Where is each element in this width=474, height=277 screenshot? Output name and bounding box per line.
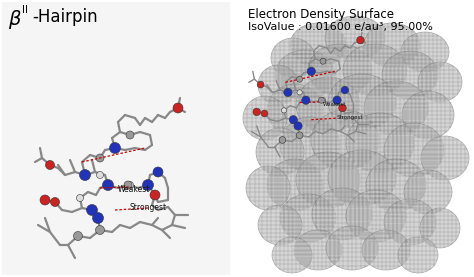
Ellipse shape: [311, 110, 379, 170]
Text: -Hairpin: -Hairpin: [32, 8, 98, 26]
Circle shape: [307, 67, 315, 75]
Ellipse shape: [346, 113, 414, 173]
Ellipse shape: [280, 117, 340, 173]
FancyBboxPatch shape: [2, 2, 230, 275]
Circle shape: [257, 81, 264, 88]
Circle shape: [339, 104, 346, 112]
Ellipse shape: [343, 44, 407, 96]
Ellipse shape: [296, 152, 360, 208]
Ellipse shape: [421, 136, 469, 180]
Ellipse shape: [402, 91, 454, 139]
Text: Strongest: Strongest: [130, 202, 167, 212]
Ellipse shape: [325, 16, 385, 60]
Ellipse shape: [258, 65, 298, 105]
Circle shape: [296, 132, 303, 139]
Circle shape: [319, 97, 324, 103]
Circle shape: [297, 90, 302, 95]
Circle shape: [357, 36, 364, 44]
Ellipse shape: [364, 81, 428, 135]
Ellipse shape: [398, 237, 438, 273]
Circle shape: [297, 76, 302, 82]
Ellipse shape: [362, 230, 410, 270]
Circle shape: [46, 160, 55, 170]
Ellipse shape: [382, 51, 438, 99]
Ellipse shape: [272, 237, 312, 273]
Circle shape: [173, 103, 183, 113]
Circle shape: [40, 195, 50, 205]
Text: IsoValue : 0.01600 e/au³, 95.00%: IsoValue : 0.01600 e/au³, 95.00%: [248, 22, 433, 32]
Circle shape: [302, 96, 310, 104]
Ellipse shape: [258, 205, 302, 245]
Ellipse shape: [312, 188, 372, 240]
Text: II: II: [22, 5, 28, 15]
Circle shape: [76, 194, 83, 201]
Ellipse shape: [308, 44, 372, 96]
Circle shape: [95, 225, 104, 235]
Circle shape: [80, 170, 91, 181]
Text: Weakest: Weakest: [118, 186, 150, 194]
Circle shape: [96, 154, 104, 162]
Circle shape: [126, 131, 134, 139]
Circle shape: [261, 110, 268, 117]
Circle shape: [294, 122, 302, 130]
Circle shape: [127, 181, 134, 189]
Ellipse shape: [328, 150, 396, 206]
Ellipse shape: [275, 50, 335, 100]
Circle shape: [341, 86, 348, 94]
Circle shape: [279, 137, 286, 143]
Ellipse shape: [280, 194, 336, 242]
Ellipse shape: [267, 159, 323, 211]
Ellipse shape: [243, 96, 287, 140]
Circle shape: [97, 171, 103, 178]
Circle shape: [92, 212, 103, 224]
Circle shape: [150, 190, 160, 200]
Circle shape: [333, 96, 341, 104]
Text: Weakest: Weakest: [323, 102, 346, 107]
Text: Electron Density Surface: Electron Density Surface: [248, 8, 394, 21]
Ellipse shape: [267, 84, 323, 136]
Ellipse shape: [328, 74, 396, 130]
Circle shape: [86, 204, 98, 216]
Circle shape: [124, 181, 132, 189]
Ellipse shape: [384, 123, 444, 177]
Circle shape: [320, 98, 326, 103]
Circle shape: [253, 108, 260, 116]
Ellipse shape: [404, 170, 452, 214]
Ellipse shape: [256, 128, 304, 176]
Ellipse shape: [364, 23, 420, 67]
Circle shape: [153, 167, 163, 177]
Ellipse shape: [294, 230, 342, 270]
Ellipse shape: [384, 199, 436, 245]
Ellipse shape: [326, 226, 378, 270]
Ellipse shape: [366, 159, 426, 211]
Circle shape: [282, 108, 287, 113]
Circle shape: [284, 88, 292, 96]
Ellipse shape: [246, 166, 290, 210]
Circle shape: [320, 58, 326, 64]
Ellipse shape: [271, 38, 315, 78]
Circle shape: [109, 142, 120, 153]
Ellipse shape: [420, 208, 460, 248]
Circle shape: [289, 116, 298, 124]
Ellipse shape: [296, 77, 360, 133]
Text: Strongest: Strongest: [337, 115, 364, 120]
Circle shape: [143, 179, 154, 191]
Circle shape: [73, 232, 82, 240]
Ellipse shape: [401, 32, 449, 72]
Circle shape: [51, 198, 60, 206]
Ellipse shape: [290, 23, 346, 67]
Circle shape: [102, 179, 113, 191]
Ellipse shape: [346, 190, 406, 242]
Text: $\beta$: $\beta$: [8, 8, 22, 31]
Ellipse shape: [418, 62, 462, 102]
